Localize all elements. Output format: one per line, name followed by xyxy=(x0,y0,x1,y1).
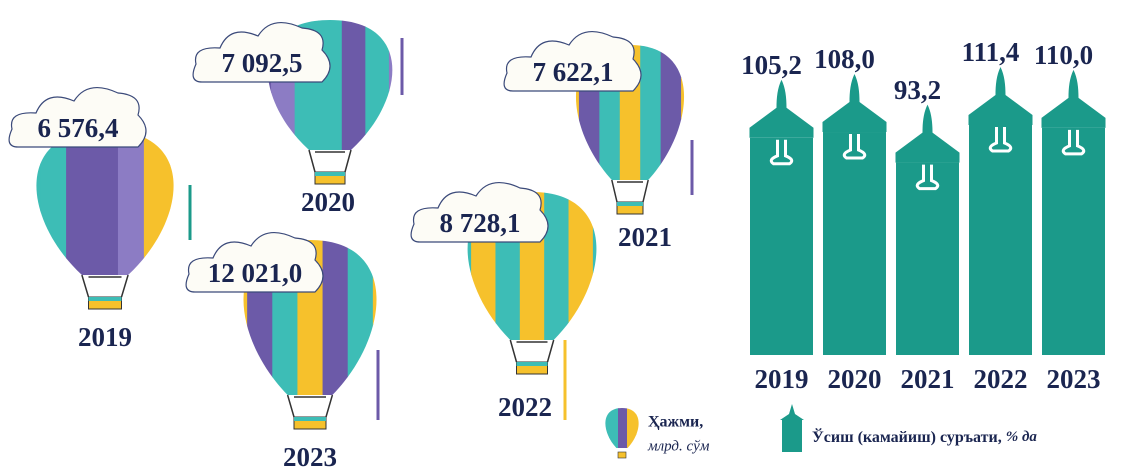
stripe xyxy=(342,20,366,150)
x-tick-label: 2022 xyxy=(974,364,1028,394)
legend-unit: млрд. сўм xyxy=(647,438,710,454)
bar-group xyxy=(969,67,1033,355)
stripe xyxy=(323,240,349,395)
value-label: 6 576,4 xyxy=(38,113,119,143)
balloon xyxy=(193,20,413,184)
stripe xyxy=(661,45,682,180)
basket-band xyxy=(89,297,122,301)
bar-group xyxy=(750,80,814,355)
bar-group xyxy=(896,105,960,355)
plane-icon xyxy=(750,80,814,138)
stripe xyxy=(66,130,92,275)
stripe xyxy=(14,130,40,275)
stripe xyxy=(593,192,618,340)
stripe xyxy=(600,408,610,448)
legend-unit: % да xyxy=(1006,429,1038,445)
ropes xyxy=(612,180,648,202)
stripe xyxy=(348,240,374,395)
value-label: 105,2 xyxy=(741,50,802,80)
stripe xyxy=(92,130,118,275)
ropes xyxy=(288,395,333,417)
bar xyxy=(969,125,1032,355)
bar xyxy=(896,163,959,355)
x-tick-label: 2019 xyxy=(755,364,809,394)
year-label: 2022 xyxy=(498,392,552,422)
legend-text: Ўсиш (камайиш) суръати, xyxy=(812,427,1002,446)
value-label: 7 622,1 xyxy=(533,57,614,87)
balloon-envelope xyxy=(14,130,196,275)
year-label: 2021 xyxy=(618,222,672,252)
bar xyxy=(823,132,886,355)
x-tick-label: 2021 xyxy=(901,364,955,394)
basket-band xyxy=(294,417,326,421)
legend-label: Ҳажми, xyxy=(648,414,703,431)
plane-icon xyxy=(896,105,960,163)
ropes xyxy=(510,340,553,362)
basket xyxy=(618,452,626,458)
value-label: 110,0 xyxy=(1034,40,1093,70)
stripe xyxy=(40,130,66,275)
stripe xyxy=(640,45,661,180)
value-label: 8 728,1 xyxy=(440,208,521,238)
bar xyxy=(750,138,813,355)
x-tick-label: 2023 xyxy=(1047,364,1101,394)
stripe xyxy=(144,130,170,275)
legend-swatch xyxy=(782,420,802,452)
stripe xyxy=(609,408,619,448)
value-label: 12 021,0 xyxy=(208,258,303,288)
bar xyxy=(1042,128,1105,355)
plane-icon xyxy=(1042,70,1106,128)
stripe xyxy=(569,192,594,340)
value-label: 108,0 xyxy=(814,44,875,74)
year-label: 2023 xyxy=(283,442,337,472)
value-label: 7 092,5 xyxy=(222,48,303,78)
stripe xyxy=(636,408,646,448)
basket-band xyxy=(315,172,345,176)
stripe xyxy=(170,130,196,275)
ropes xyxy=(82,275,128,297)
bar-group xyxy=(823,74,887,355)
stripe xyxy=(118,130,144,275)
year-label: 2020 xyxy=(301,187,355,217)
plane-icon xyxy=(823,74,887,132)
legend-plane xyxy=(780,404,804,420)
bar-group xyxy=(1042,70,1106,355)
ropes xyxy=(309,150,351,172)
legend-label: Ўсиш (камайиш) суръати,% да xyxy=(812,427,1037,446)
value-label: 111,4 xyxy=(962,37,1020,67)
legend-envelope xyxy=(600,408,646,448)
year-label: 2019 xyxy=(78,322,132,352)
legend-icon xyxy=(600,408,646,458)
value-label: 93,2 xyxy=(894,75,941,105)
infographic: 6 576,4 2019 7 092,5 2020 7 622,1 2021 8 728,1… xyxy=(0,0,1128,472)
plane-icon xyxy=(969,67,1033,125)
stripe xyxy=(618,408,628,448)
basket-band xyxy=(517,362,548,366)
x-tick-label: 2020 xyxy=(828,364,882,394)
stripe xyxy=(627,408,637,448)
stripe xyxy=(544,192,569,340)
basket-band xyxy=(617,202,643,206)
stripe xyxy=(365,20,389,150)
